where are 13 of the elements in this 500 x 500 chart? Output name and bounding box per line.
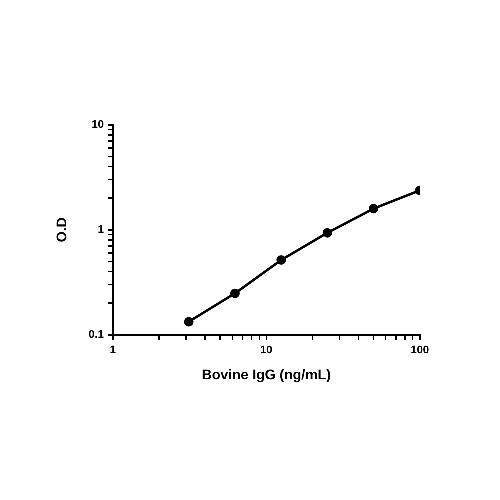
point: [184, 317, 194, 327]
y-axis-title: O.D: [53, 218, 70, 242]
x-tick-label: 1: [110, 344, 116, 357]
point: [322, 228, 332, 238]
point: [230, 288, 240, 298]
y-tick-label: 0.1: [88, 329, 104, 342]
point: [276, 256, 286, 266]
x-tick-label: 10: [260, 344, 273, 357]
y-tick-label: 1: [98, 224, 104, 236]
x-axis-title: Bovine IgG (ng/mL): [202, 366, 332, 382]
y-tick-label: 10: [92, 119, 104, 132]
x-tick-label: 100: [410, 344, 430, 357]
point: [369, 204, 379, 214]
